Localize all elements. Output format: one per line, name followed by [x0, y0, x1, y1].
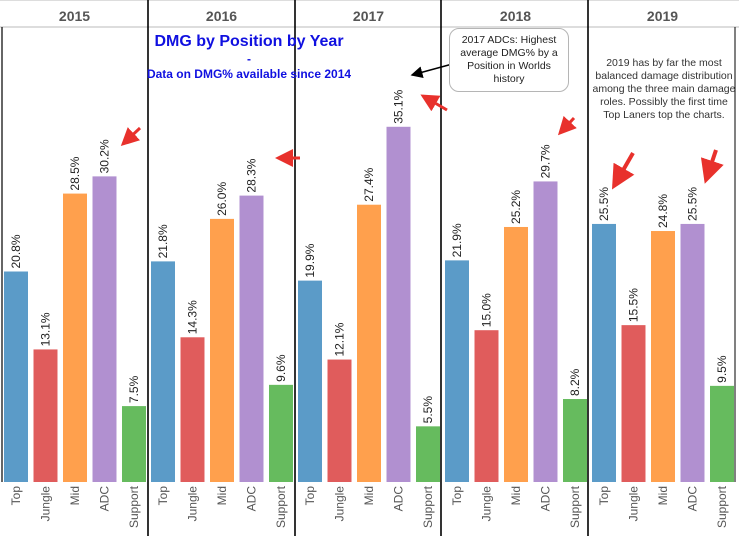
arrow-adc-2018-icon — [557, 115, 577, 136]
bar-2016-support — [269, 384, 293, 482]
panel-header-2019: 2019 — [647, 8, 678, 24]
bar-2016-jungle — [180, 337, 205, 482]
bar-2018-mid — [504, 226, 528, 482]
category-label-2016-top: Top — [156, 486, 170, 506]
category-label-2019-mid: Mid — [656, 486, 670, 505]
category-label-2019-adc: ADC — [686, 486, 700, 512]
category-label-2019-jungle: Jungle — [627, 486, 641, 522]
arrow-top-2019-icon — [612, 152, 635, 190]
category-label-2015-mid: Mid — [68, 486, 82, 505]
value-label-2016-mid: 26.0% — [215, 182, 229, 216]
category-label-2017-mid: Mid — [362, 486, 376, 505]
chart-title-block: DMG by Position by Year - Data on DMG% a… — [142, 32, 356, 82]
bar-2017-jungle — [327, 359, 352, 482]
category-label-2016-support: Support — [274, 485, 288, 528]
bar-2017-adc — [386, 126, 411, 483]
chart-subtitle: Data on DMG% available since 2014 — [146, 67, 352, 81]
value-label-2019-jungle: 15.5% — [627, 288, 641, 322]
value-label-2017-mid: 27.4% — [362, 167, 376, 201]
value-label-2019-support: 9.5% — [715, 355, 729, 383]
title-separator: - — [247, 52, 251, 66]
value-label-2019-top: 25.5% — [597, 187, 611, 221]
value-label-2015-mid: 28.5% — [68, 156, 82, 190]
category-label-2018-support: Support — [568, 485, 582, 528]
value-label-2019-adc: 25.5% — [686, 187, 700, 221]
bar-2015-jungle — [33, 349, 58, 482]
value-label-2015-top: 20.8% — [9, 234, 23, 268]
adc-2017-callout-text: 2017 ADCs: Highest average DMG% by a Pos… — [460, 34, 558, 85]
category-label-2017-top: Top — [303, 486, 317, 506]
category-label-2019-top: Top — [597, 486, 611, 506]
arrow-adc-2015-icon — [120, 126, 142, 147]
bar-2017-mid — [357, 204, 381, 482]
bar-2017-top — [298, 280, 322, 482]
value-label-2017-support: 5.5% — [421, 396, 435, 424]
category-label-2016-adc: ADC — [245, 486, 259, 512]
value-label-2016-jungle: 14.3% — [186, 300, 200, 334]
category-label-2017-support: Support — [421, 485, 435, 528]
bar-2015-top — [4, 271, 28, 482]
panel-header-2017: 2017 — [353, 8, 384, 24]
bar-2015-adc — [92, 176, 117, 482]
value-label-2017-top: 19.9% — [303, 243, 317, 277]
value-label-2019-mid: 24.8% — [656, 194, 670, 228]
bar-2016-top — [151, 261, 175, 482]
panel-header-2016: 2016 — [206, 8, 237, 24]
value-label-2018-top: 21.9% — [450, 223, 464, 257]
value-label-2016-top: 21.8% — [156, 224, 170, 258]
value-label-2017-adc: 35.1% — [392, 89, 406, 123]
adc-2017-callout: 2017 ADCs: Highest average DMG% by a Pos… — [449, 28, 569, 92]
category-label-2015-adc: ADC — [98, 486, 112, 512]
bar-2018-support — [563, 399, 587, 482]
bar-2019-mid — [651, 231, 675, 482]
value-label-2018-mid: 25.2% — [509, 190, 523, 224]
bar-2019-support — [710, 385, 734, 482]
category-label-2017-jungle: Jungle — [333, 486, 347, 522]
category-label-2016-jungle: Jungle — [186, 486, 200, 522]
value-label-2017-jungle: 12.1% — [333, 322, 347, 356]
bar-2019-jungle — [621, 325, 646, 482]
category-label-2015-support: Support — [127, 485, 141, 528]
value-label-2015-support: 7.5% — [127, 375, 141, 403]
bar-2018-adc — [533, 181, 558, 482]
value-label-2016-adc: 28.3% — [245, 158, 259, 192]
value-label-2018-adc: 29.7% — [539, 144, 553, 178]
category-label-2016-mid: Mid — [215, 486, 229, 505]
category-label-2018-adc: ADC — [539, 486, 553, 512]
value-label-2018-support: 8.2% — [568, 368, 582, 396]
bar-2019-top — [592, 223, 616, 482]
bar-2016-adc — [239, 195, 264, 482]
arrow-adc-2017-icon — [420, 94, 448, 112]
chart-title: DMG by Position by Year — [154, 33, 344, 50]
bar-2018-top — [445, 260, 469, 482]
category-label-2018-top: Top — [450, 486, 464, 506]
bar-2018-jungle — [474, 330, 499, 482]
bar-2015-mid — [63, 193, 87, 482]
category-label-2018-mid: Mid — [509, 486, 523, 505]
value-label-2016-support: 9.6% — [274, 354, 288, 382]
bar-2015-support — [122, 406, 146, 482]
bar-2017-support — [416, 426, 440, 482]
value-label-2015-adc: 30.2% — [98, 139, 112, 173]
category-label-2015-top: Top — [9, 486, 23, 506]
panel-header-2018: 2018 — [500, 8, 531, 24]
category-label-2017-adc: ADC — [392, 486, 406, 512]
note-2019: 2019 has by far the most balanced damage… — [592, 57, 736, 121]
arrow-adc-2019-icon — [700, 149, 724, 184]
category-label-2018-jungle: Jungle — [480, 486, 494, 522]
bar-2016-mid — [210, 218, 234, 482]
value-label-2015-jungle: 13.1% — [39, 312, 53, 346]
category-label-2019-support: Support — [715, 485, 729, 528]
category-label-2015-jungle: Jungle — [39, 486, 53, 522]
bar-2019-adc — [680, 223, 705, 482]
value-label-2018-jungle: 15.0% — [480, 293, 494, 327]
panel-header-2015: 2015 — [59, 8, 90, 24]
